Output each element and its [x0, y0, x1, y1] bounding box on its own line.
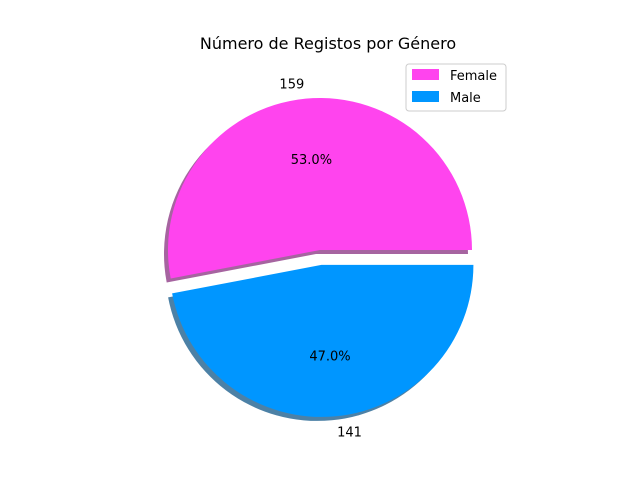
legend-swatch-female: [412, 69, 439, 80]
slice-pct-label-male: 47.0%: [309, 350, 350, 365]
pie-slice-female: [167, 98, 472, 279]
pie-slice-male: [172, 264, 474, 417]
legend-label-male: Male: [450, 91, 481, 106]
chart-title: Número de Registos por Género: [200, 34, 456, 53]
pie-slices: [167, 98, 474, 417]
pie-labels: 159 53.0% 141 47.0%: [279, 78, 362, 441]
slice-value-label-female: 159: [279, 78, 304, 93]
legend: Female Male: [405, 63, 507, 112]
slice-value-label-male: 141: [337, 425, 362, 440]
legend-label-female: Female: [450, 69, 497, 84]
legend-swatch-male: [412, 91, 439, 102]
slice-pct-label-female: 53.0%: [291, 153, 332, 168]
